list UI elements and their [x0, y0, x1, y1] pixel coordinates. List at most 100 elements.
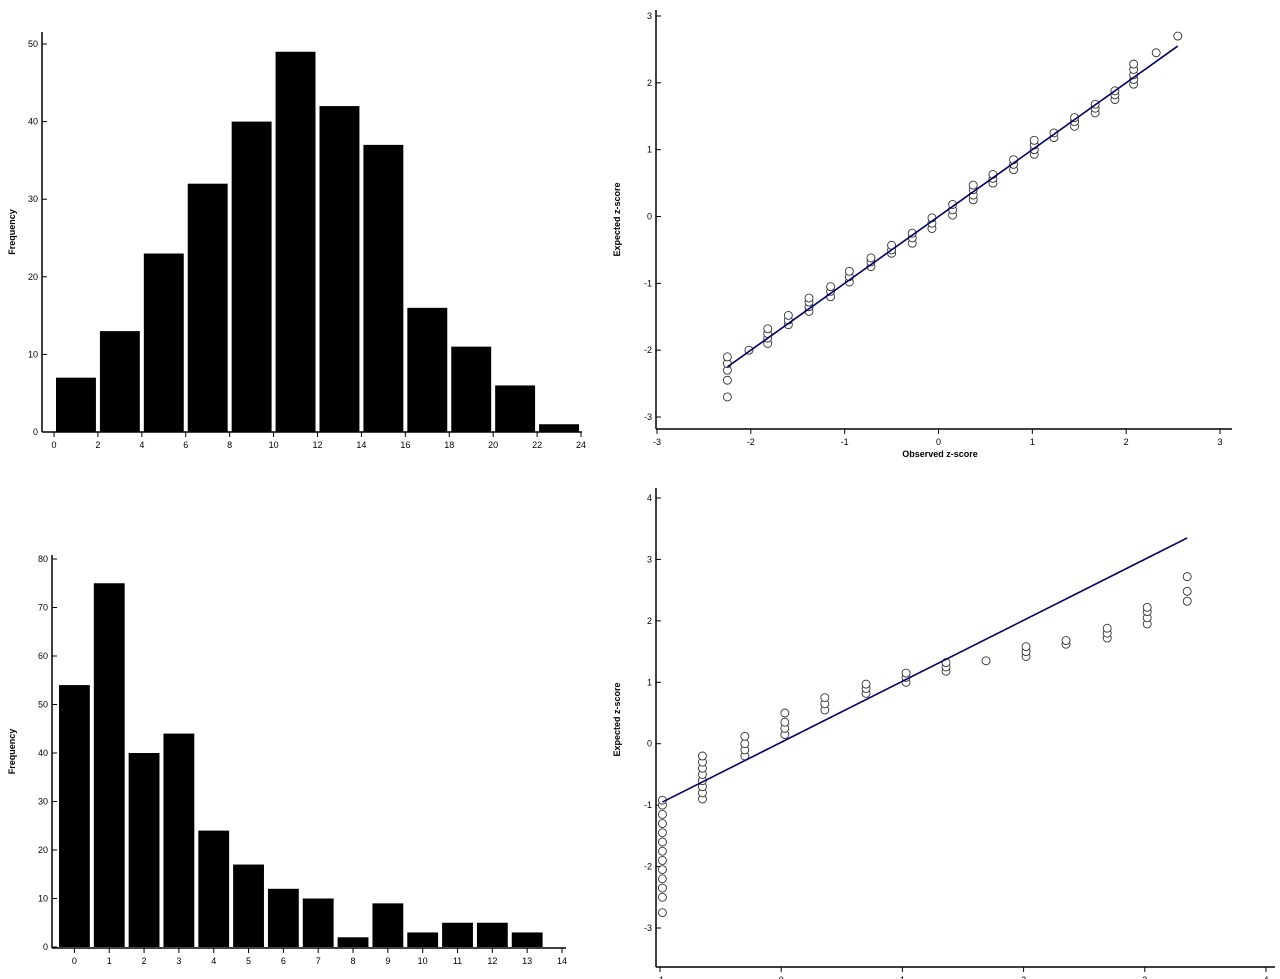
y-tick-label: -1 — [644, 800, 652, 810]
x-tick-label: 0 — [51, 440, 56, 450]
point — [657, 809, 667, 819]
y-tick-label: 1 — [647, 677, 652, 687]
bar — [337, 937, 369, 947]
bar — [275, 51, 316, 432]
point — [657, 908, 667, 918]
point — [657, 837, 667, 847]
point — [1182, 572, 1192, 582]
x-tick-label: 2 — [1124, 437, 1129, 447]
y-axis-title: Frequency — [7, 209, 17, 255]
point — [861, 679, 871, 689]
bar — [319, 106, 360, 432]
point — [866, 253, 876, 263]
reference-line — [662, 537, 1188, 803]
x-tick-label: 3 — [1217, 437, 1222, 447]
point — [657, 828, 667, 838]
point — [901, 668, 911, 678]
point — [1151, 48, 1161, 58]
x-tick-label: 13 — [522, 956, 532, 966]
x-tick-label: 10 — [269, 440, 279, 450]
reference-line — [726, 45, 1179, 368]
y-tick-label: 30 — [28, 194, 38, 204]
y-tick-label: 70 — [38, 603, 48, 613]
bar — [128, 753, 160, 947]
y-tick-label: 20 — [38, 845, 48, 855]
point — [820, 693, 830, 703]
y-axis-title: Expected z-score — [612, 682, 622, 756]
y-tick-label: 50 — [38, 700, 48, 710]
y-tick-label: 2 — [647, 78, 652, 88]
x-tick-label: 4 — [211, 956, 216, 966]
y-tick-label: -3 — [644, 412, 652, 422]
point — [657, 865, 667, 875]
bar — [163, 733, 195, 947]
bar — [511, 932, 543, 947]
bar — [539, 424, 579, 432]
x-tick-label: 2 — [1021, 975, 1026, 979]
y-tick-label: -2 — [644, 862, 652, 872]
point — [1129, 59, 1139, 69]
point — [1029, 135, 1039, 145]
x-tick-label: 5 — [246, 956, 251, 966]
x-tick-label: -2 — [747, 437, 755, 447]
bar — [442, 922, 473, 947]
y-tick-label: -1 — [644, 278, 652, 288]
y-tick-label: 0 — [647, 739, 652, 749]
y-tick-label: 40 — [38, 748, 48, 758]
x-tick-label: 11 — [453, 956, 462, 966]
y-tick-label: 4 — [647, 493, 652, 503]
x-tick-label: 6 — [183, 440, 188, 450]
x-tick-label: 24 — [576, 440, 586, 450]
bar — [363, 144, 404, 432]
bar — [476, 922, 508, 947]
x-tick-label: 0 — [72, 956, 77, 966]
bar — [187, 183, 228, 432]
x-tick-label: 12 — [312, 440, 322, 450]
point — [763, 324, 773, 334]
x-tick-label: 8 — [351, 956, 356, 966]
point — [657, 883, 667, 893]
point — [657, 855, 667, 865]
y-tick-label: 30 — [38, 797, 48, 807]
bar — [495, 385, 536, 432]
y-tick-label: 20 — [28, 272, 38, 282]
point — [826, 282, 836, 292]
x-tick-label: 22 — [532, 440, 542, 450]
bar — [407, 307, 448, 432]
bar — [198, 830, 230, 947]
x-tick-label: 1 — [107, 956, 112, 966]
bar — [302, 898, 334, 947]
y-tick-label: -3 — [644, 923, 652, 933]
bar — [59, 685, 90, 947]
point — [1173, 31, 1183, 41]
point — [722, 352, 732, 362]
point — [740, 739, 750, 749]
x-tick-label: 18 — [444, 440, 454, 450]
x-tick-label: -1 — [656, 975, 664, 979]
x-tick-label: 0 — [936, 437, 941, 447]
x-tick-label: 1 — [900, 975, 905, 979]
bar — [233, 864, 264, 947]
x-tick-label: 4 — [1263, 975, 1268, 979]
point — [722, 392, 732, 402]
y-tick-label: 1 — [647, 145, 652, 155]
y-tick-label: 2 — [647, 616, 652, 626]
y-tick-label: 10 — [38, 894, 48, 904]
bar — [372, 903, 404, 947]
x-tick-label: 6 — [281, 956, 286, 966]
bar — [451, 346, 492, 432]
x-tick-label: -1 — [841, 437, 849, 447]
bars — [56, 51, 579, 432]
point — [1142, 602, 1152, 612]
x-tick-label: 2 — [95, 440, 100, 450]
y-tick-label: 0 — [647, 212, 652, 222]
x-tick-label: 1 — [1030, 437, 1035, 447]
point — [844, 266, 854, 276]
point — [780, 708, 790, 718]
x-tick-label: 7 — [316, 956, 321, 966]
y-tick-label: -2 — [644, 345, 652, 355]
x-tick-label: 4 — [139, 440, 144, 450]
